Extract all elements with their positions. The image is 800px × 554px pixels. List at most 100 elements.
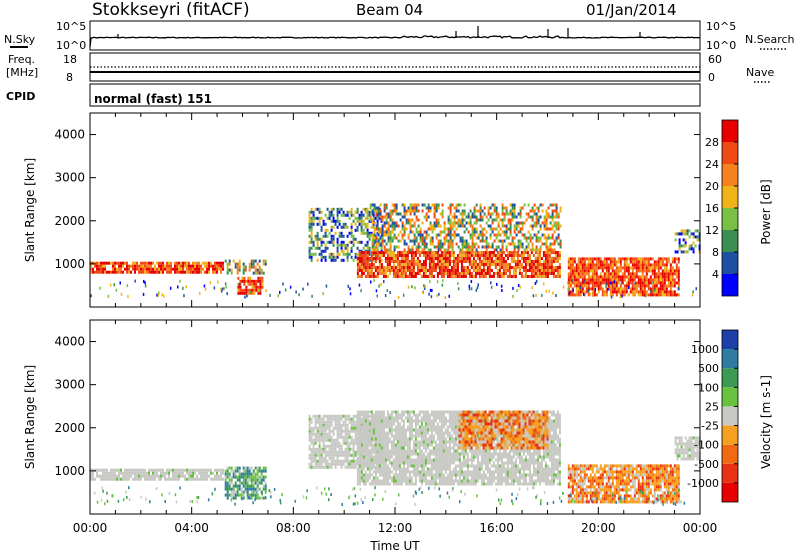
echo-cell xyxy=(597,287,600,291)
echo-cell xyxy=(522,251,525,254)
echo-cell xyxy=(459,236,462,240)
echo-cell xyxy=(160,474,162,478)
echo-cell xyxy=(360,413,363,417)
echo-cell xyxy=(551,212,554,216)
echo-cell xyxy=(330,441,333,445)
echo-cell xyxy=(500,275,503,278)
scatter-cell xyxy=(411,285,413,289)
echo-cell xyxy=(352,213,355,217)
echo-cell xyxy=(573,281,576,285)
echo-cell xyxy=(320,423,323,427)
echo-cell xyxy=(649,263,652,267)
echo-cell xyxy=(548,251,551,254)
echo-cell xyxy=(324,414,327,418)
echo-cell xyxy=(633,293,636,297)
echo-cell xyxy=(456,257,459,260)
echo-cell xyxy=(152,468,154,472)
echo-cell xyxy=(90,477,92,481)
echo-cell xyxy=(358,467,361,471)
echo-cell xyxy=(466,269,469,272)
echo-cell xyxy=(356,422,359,426)
echo-cell xyxy=(308,423,311,427)
echo-cell xyxy=(336,450,339,454)
echo-cell xyxy=(583,293,586,297)
echo-cell xyxy=(625,275,628,279)
echo-cell xyxy=(174,474,176,478)
echo-cell xyxy=(366,210,369,214)
echo-cell xyxy=(324,213,327,217)
echo-cell xyxy=(514,266,517,269)
echo-cell xyxy=(451,245,454,249)
echo-cell xyxy=(643,287,646,291)
echo-cell xyxy=(571,290,574,294)
echo-cell xyxy=(366,410,369,414)
echo-cell xyxy=(373,236,376,240)
echo-cell xyxy=(369,206,372,210)
echo-cell xyxy=(645,266,648,270)
echo-cell xyxy=(426,416,429,420)
echo-cell xyxy=(466,266,469,269)
echo-cell xyxy=(382,431,385,435)
scatter-cell xyxy=(424,286,426,290)
echo-cell xyxy=(506,254,509,257)
echo-cell xyxy=(382,434,385,438)
echo-cell xyxy=(368,449,371,453)
echo-cell xyxy=(336,462,339,466)
echo-cell xyxy=(458,272,461,275)
echo-cell xyxy=(360,425,363,429)
echo-cell xyxy=(553,215,556,219)
echo-cell xyxy=(310,426,313,430)
echo-cell xyxy=(222,471,224,475)
echo-cell xyxy=(388,470,391,474)
echo-cell xyxy=(346,453,349,457)
echo-cell xyxy=(655,287,658,291)
echo-cell xyxy=(242,475,245,479)
echo-cell xyxy=(651,272,654,276)
echo-cell xyxy=(394,410,397,414)
echo-cell xyxy=(380,479,383,483)
echo-cell xyxy=(671,272,674,276)
echo-cell xyxy=(401,236,404,240)
echo-cell xyxy=(403,224,406,228)
echo-cell xyxy=(509,227,512,231)
echo-cell xyxy=(120,468,122,472)
echo-cell xyxy=(631,272,634,276)
echo-cell xyxy=(424,410,427,414)
echo-cell xyxy=(475,242,478,246)
echo-cell xyxy=(194,264,196,268)
echo-cell xyxy=(435,224,438,228)
echo-cell xyxy=(516,263,519,266)
echo-cell xyxy=(350,426,353,430)
echo-cell xyxy=(259,279,262,283)
echo-cell xyxy=(422,455,425,459)
echo-cell xyxy=(418,449,421,453)
echo-cell xyxy=(447,206,450,210)
echo-cell xyxy=(557,233,560,237)
echo-cell xyxy=(555,203,558,207)
echo-cell xyxy=(380,419,383,423)
echo-cell xyxy=(548,266,551,269)
echo-cell xyxy=(393,224,396,228)
echo-cell xyxy=(635,260,638,264)
echo-cell xyxy=(416,455,419,459)
echo-cell xyxy=(396,461,399,465)
echo-cell xyxy=(424,473,427,477)
echo-cell xyxy=(404,275,407,278)
echo-cell xyxy=(517,230,520,234)
echo-cell xyxy=(676,250,679,254)
echo-cell xyxy=(324,459,327,463)
echo-cell xyxy=(372,482,375,486)
echo-cell xyxy=(366,419,369,423)
echo-cell xyxy=(524,257,527,260)
echo-cell xyxy=(390,470,393,474)
echo-cell xyxy=(408,473,411,477)
echo-cell xyxy=(380,246,383,250)
echo-cell xyxy=(170,261,172,265)
echo-cell xyxy=(647,284,650,288)
echo-cell xyxy=(522,266,525,269)
echo-cell xyxy=(326,246,329,250)
echo-cell xyxy=(435,206,438,210)
echo-cell xyxy=(246,466,249,470)
echo-cell xyxy=(371,218,374,222)
